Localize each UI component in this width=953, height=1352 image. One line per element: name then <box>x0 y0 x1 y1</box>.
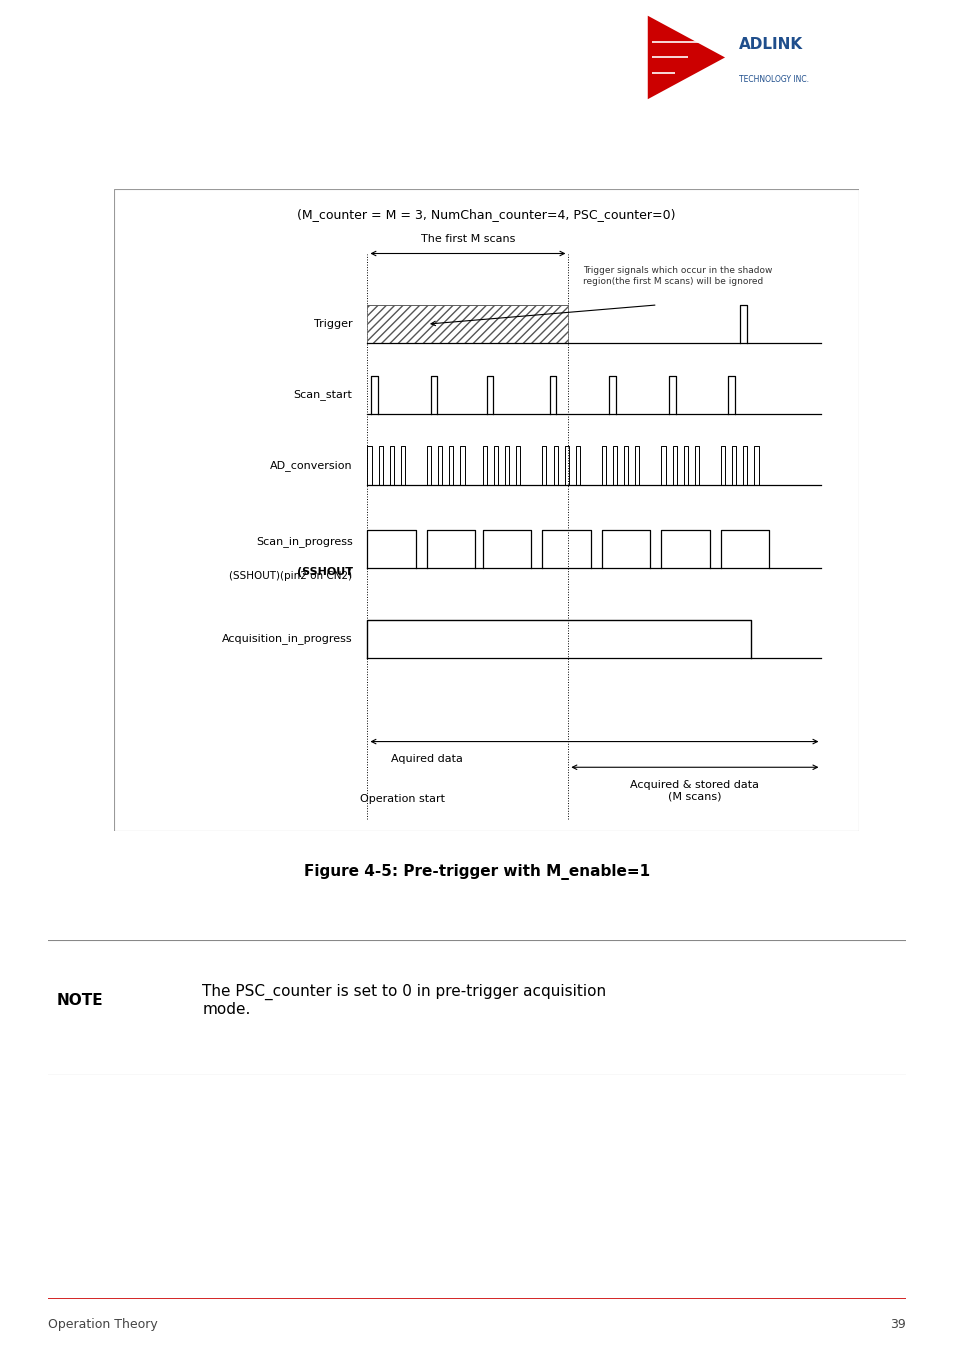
Text: (SSHOUT)(pin2 on CN2): (SSHOUT)(pin2 on CN2) <box>230 571 353 581</box>
Text: Scan_start: Scan_start <box>294 389 353 400</box>
Text: TECHNOLOGY INC.: TECHNOLOGY INC. <box>739 74 808 84</box>
Text: The PSC_counter is set to 0 in pre-trigger acquisition
mode.: The PSC_counter is set to 0 in pre-trigg… <box>202 984 606 1017</box>
Text: 39: 39 <box>889 1318 905 1332</box>
Text: Trigger: Trigger <box>314 319 353 329</box>
Text: The first M scans: The first M scans <box>420 234 515 243</box>
Text: Operation start: Operation start <box>359 795 444 804</box>
Text: AD_conversion: AD_conversion <box>270 460 353 470</box>
Text: ADLINK: ADLINK <box>739 37 802 51</box>
Polygon shape <box>647 16 724 99</box>
Text: Figure 4-5: Pre-trigger with M_enable=1: Figure 4-5: Pre-trigger with M_enable=1 <box>304 864 649 880</box>
Text: Scan_in_progress: Scan_in_progress <box>255 535 353 546</box>
Bar <box>367 306 568 343</box>
Text: (M_counter = M = 3, NumChan_counter=4, PSC_counter=0): (M_counter = M = 3, NumChan_counter=4, P… <box>297 208 675 222</box>
Text: Operation Theory: Operation Theory <box>48 1318 157 1332</box>
Text: Acquired & stored data
(M scans): Acquired & stored data (M scans) <box>630 780 759 802</box>
Text: NOTE: NOTE <box>56 992 103 1009</box>
Text: Trigger signals which occur in the shadow
region(the first M scans) will be igno: Trigger signals which occur in the shado… <box>582 266 772 285</box>
Text: Aquired data: Aquired data <box>391 754 462 764</box>
Text: (SSHOUT: (SSHOUT <box>297 566 353 577</box>
Text: (: ( <box>348 566 353 577</box>
Text: Acquisition_in_progress: Acquisition_in_progress <box>222 633 353 645</box>
